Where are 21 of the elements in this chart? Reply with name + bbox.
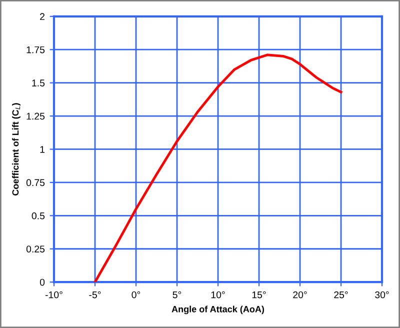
x-tick-label: 25° [334,291,348,298]
x-tick-label: 5° [172,291,182,298]
y-tick-label: 2 [40,13,44,20]
y-tick-label: 0 [40,278,45,286]
x-axis-title: Angle of Attack (AoA) [172,306,264,314]
line-series [94,54,342,282]
y-tick-label: 0.5 [32,212,45,220]
x-tick-label: 15° [252,291,266,298]
y-tick-label: 1.25 [26,112,45,120]
y-tick-label: 0.75 [26,179,45,186]
x-tick-label: 10° [211,291,225,298]
y-tick-label: 1.5 [32,80,45,86]
x-tick-label: -5° [89,291,101,298]
x-tick-label: 20° [293,291,307,298]
y-tick-label: 1.75 [26,46,45,54]
y-tick-label: 0.25 [26,246,45,252]
x-tick-label: 30° [375,291,389,298]
x-tick-label: -10° [45,291,62,298]
x-tick-label: 0° [132,291,140,298]
y-axis-title: Coefficient of Lift (C$_{L}$) [12,103,20,196]
y-tick-label: 1 [40,146,44,153]
